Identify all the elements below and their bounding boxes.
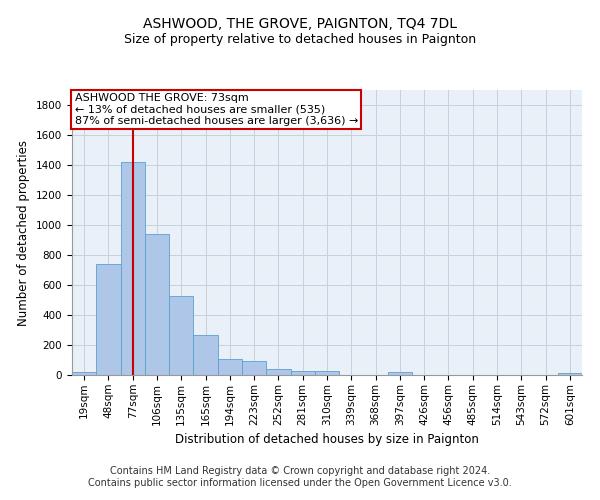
Bar [169, 296, 193, 375]
Bar [218, 359, 242, 375]
X-axis label: Distribution of detached houses by size in Paignton: Distribution of detached houses by size … [175, 433, 479, 446]
Text: ASHWOOD, THE GROVE, PAIGNTON, TQ4 7DL: ASHWOOD, THE GROVE, PAIGNTON, TQ4 7DL [143, 18, 457, 32]
Y-axis label: Number of detached properties: Number of detached properties [17, 140, 31, 326]
Bar [388, 372, 412, 375]
Bar [145, 234, 169, 375]
Bar [315, 371, 339, 375]
Text: Size of property relative to detached houses in Paignton: Size of property relative to detached ho… [124, 32, 476, 46]
Bar [558, 373, 582, 375]
Bar [121, 162, 145, 375]
Bar [266, 368, 290, 375]
Text: ASHWOOD THE GROVE: 73sqm
← 13% of detached houses are smaller (535)
87% of semi-: ASHWOOD THE GROVE: 73sqm ← 13% of detach… [74, 93, 358, 126]
Bar [96, 264, 121, 375]
Bar [290, 370, 315, 375]
Bar [242, 361, 266, 375]
Bar [193, 335, 218, 375]
Text: Contains HM Land Registry data © Crown copyright and database right 2024.
Contai: Contains HM Land Registry data © Crown c… [88, 466, 512, 487]
Bar [72, 372, 96, 375]
